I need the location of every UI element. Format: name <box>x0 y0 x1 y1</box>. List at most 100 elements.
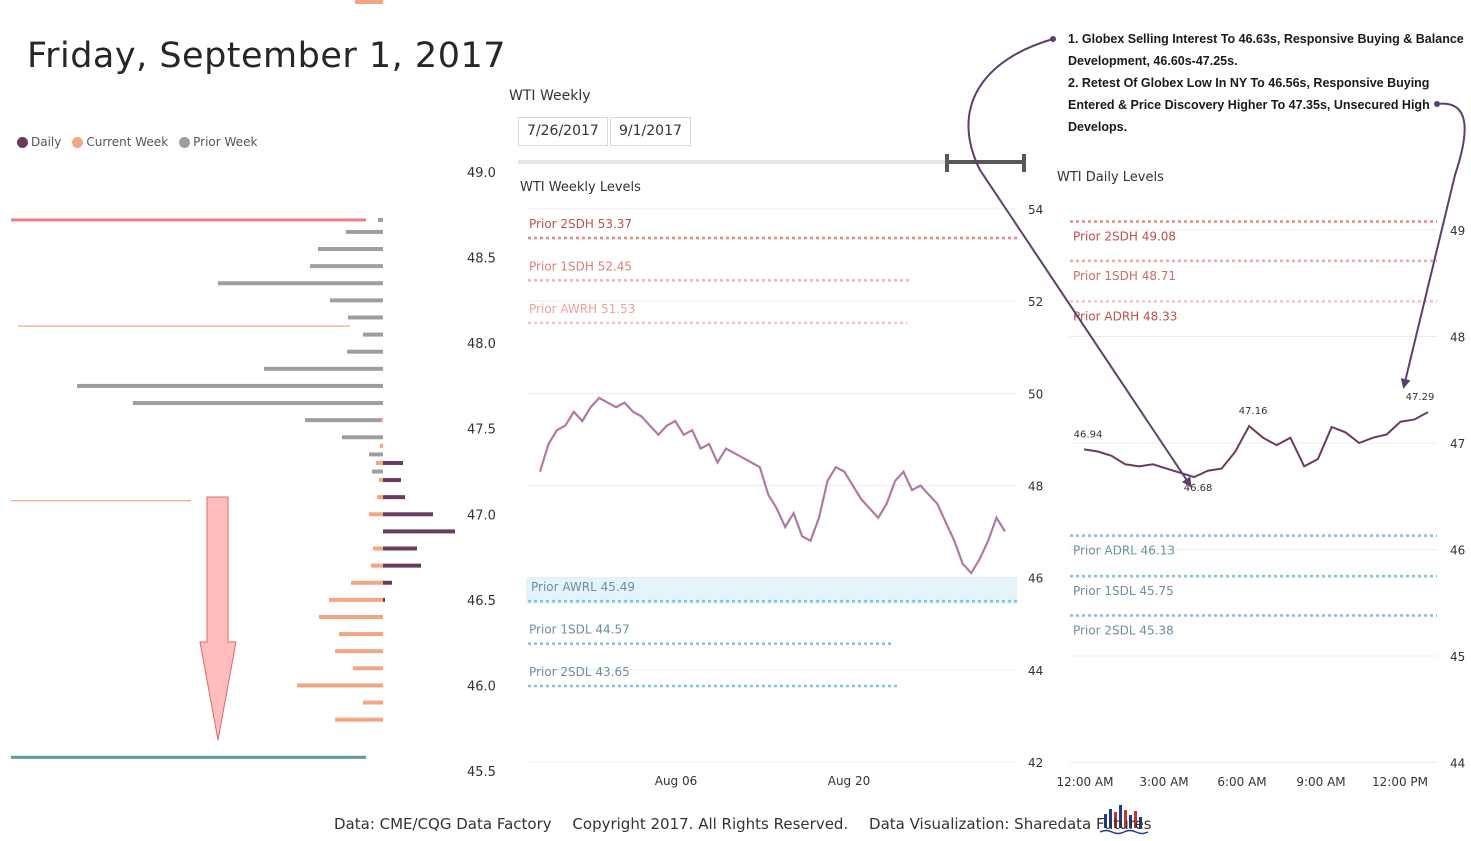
profile-bar-prior-week <box>133 401 383 406</box>
profile-bar-daily <box>383 597 385 602</box>
weekly-price-line <box>538 396 1006 575</box>
profile-bar-current-week <box>319 614 383 619</box>
profile-low-ref-line <box>11 500 191 502</box>
daily-y-tick-label: 45 <box>1450 650 1465 664</box>
daily-y-tick-label: 47 <box>1450 437 1465 451</box>
profile-bar-prior-week <box>372 469 383 474</box>
daily-y-tick-label: 44 <box>1450 757 1465 771</box>
daily-x-tick-label: 12:00 PM <box>1372 775 1428 789</box>
weekly-y-tick-label: 54 <box>1028 203 1043 217</box>
weekly-y-tick-label: 42 <box>1028 756 1043 770</box>
date-range-slider[interactable] <box>518 154 1026 172</box>
profile-bar-prior-week <box>363 332 383 337</box>
profile-bar-current-week <box>339 632 383 637</box>
weekly-panel-title: WTI Weekly <box>509 88 591 104</box>
annotation-arrows <box>967 36 1466 488</box>
profile-bar-daily <box>383 512 433 517</box>
profile-bar-current-week <box>335 649 383 654</box>
profile-bar-current-week <box>329 597 383 602</box>
annotation-note-1: 1. Globex Selling Interest To 46.63s, Re… <box>1068 32 1464 68</box>
legend: Daily Current Week Prior Week <box>17 135 257 149</box>
daily-levels-chart: WTI Daily Levels Prior 2SDH 49.08 Prior 1… <box>1057 170 1466 789</box>
daily-data-label: 46.68 <box>1184 483 1213 494</box>
weekly-x-axis: Aug 06 Aug 20 <box>655 774 871 788</box>
weekly-level-label: Prior 2SDL 43.65 <box>529 665 630 679</box>
profile-high-level-line <box>11 218 366 222</box>
profile-y-tick-label: 47.5 <box>467 423 496 438</box>
daily-data-label: 47.29 <box>1406 392 1435 403</box>
profile-bar-daily <box>383 546 417 551</box>
profile-bar-prior-week <box>310 264 383 269</box>
legend-item-daily[interactable]: Daily <box>17 135 61 149</box>
daily-y-tick-label: 48 <box>1450 331 1465 345</box>
profile-bar-current-week <box>353 666 383 671</box>
profile-bar-current-week <box>355 0 383 4</box>
profile-bar-prior-week <box>330 298 383 303</box>
awrl-highlight-band <box>526 578 1017 604</box>
weekly-level-label: Prior 1SDH 52.45 <box>529 259 632 273</box>
profile-bar-prior-week <box>348 315 383 320</box>
profile-bar-daily <box>383 460 403 465</box>
weekly-y-tick-label: 46 <box>1028 572 1043 586</box>
daily-y-tick-label: 49 <box>1450 224 1465 238</box>
profile-bar-prior-week <box>378 217 383 222</box>
weekly-level-label: Prior 1SDL 44.57 <box>529 623 630 637</box>
profile-bar-prior-week <box>218 281 383 286</box>
legend-item-prior-week[interactable]: Prior Week <box>179 135 257 149</box>
slider-handle-start[interactable] <box>945 154 949 172</box>
legend-dot-daily <box>17 136 28 148</box>
daily-level-lines: Prior 2SDH 49.08 Prior 1SDH 48.71 Prior AD… <box>1070 220 1437 638</box>
profile-bottom-level-line <box>11 755 366 759</box>
slider-handle-end[interactable] <box>1022 154 1026 172</box>
daily-level-label: Prior ADRL 46.13 <box>1073 544 1175 558</box>
daily-x-tick-label: 3:00 AM <box>1139 775 1188 789</box>
legend-label-prior-week: Prior Week <box>193 135 258 149</box>
daily-level-label: Prior ADRH 48.33 <box>1073 309 1177 323</box>
date-start-input[interactable]: 7/26/2017 <box>518 117 608 146</box>
profile-bar-current-week <box>351 580 383 585</box>
profile-bar-prior-week <box>264 366 383 371</box>
profile-bar-prior-week <box>77 383 383 388</box>
daily-price-line <box>1083 411 1429 479</box>
profile-y-tick-label: 46.5 <box>467 594 496 609</box>
legend-label-current-week: Current Week <box>86 135 169 149</box>
slider-track <box>518 160 1026 164</box>
profile-bar-prior-week <box>347 349 383 354</box>
profile-bar-current-week <box>377 495 383 500</box>
weekly-level-label: Prior AWRH 51.53 <box>529 302 635 316</box>
weekly-y-tick-label: 52 <box>1028 295 1043 309</box>
daily-level-label: Prior 1SDL 45.75 <box>1073 584 1174 598</box>
footer-copyright: Copyright 2017. All Rights Reserved. <box>572 815 849 833</box>
daily-x-tick-label: 6:00 AM <box>1217 775 1266 789</box>
weekly-grid <box>528 208 1017 763</box>
weekly-level-lines: Prior 2SDH 53.37 Prior 1SDH 52.45 Prior AW… <box>528 217 1017 688</box>
profile-y-tick-label: 45.5 <box>467 765 496 780</box>
date-end-input[interactable]: 9/1/2017 <box>610 117 691 146</box>
legend-dot-current-week <box>72 136 84 148</box>
weekly-y-tick-label: 48 <box>1028 480 1043 494</box>
daily-data-labels: 46.94 46.68 47.16 47.29 <box>1074 392 1435 494</box>
weekly-level-label: Prior AWRL 45.49 <box>531 580 635 594</box>
legend-dot-prior-week <box>179 136 191 148</box>
profile-mid-level-line <box>18 325 350 327</box>
weekly-y-axis: 54 52 50 48 46 44 42 <box>1028 203 1043 770</box>
profile-bar-daily <box>383 580 392 585</box>
daily-data-label: 47.16 <box>1239 406 1268 417</box>
profile-bar-current-week <box>379 478 383 483</box>
profile-bar-current-week <box>376 460 383 465</box>
profile-bar-daily <box>383 529 455 534</box>
footer: Data: CME/CQG Data Factory Copyright 201… <box>334 815 1168 833</box>
legend-item-current-week[interactable]: Current Week <box>72 135 168 149</box>
profile-y-tick-label: 48.5 <box>467 252 496 267</box>
daily-x-tick-label: 12:00 AM <box>1057 775 1114 789</box>
slider-selected-range <box>947 160 1025 164</box>
weekly-y-tick-label: 50 <box>1028 387 1043 401</box>
annotation-1-arrow <box>967 38 1192 488</box>
profile-bar-current-week <box>369 512 383 517</box>
weekly-x-tick-label: Aug 06 <box>655 774 698 788</box>
profile-bar-daily <box>383 478 401 483</box>
profile-bar-current-week <box>380 443 383 448</box>
profile-bar-prior-week <box>342 435 383 440</box>
weekly-x-tick-label: Aug 20 <box>828 774 871 788</box>
profile-bar-current-week <box>371 563 383 568</box>
